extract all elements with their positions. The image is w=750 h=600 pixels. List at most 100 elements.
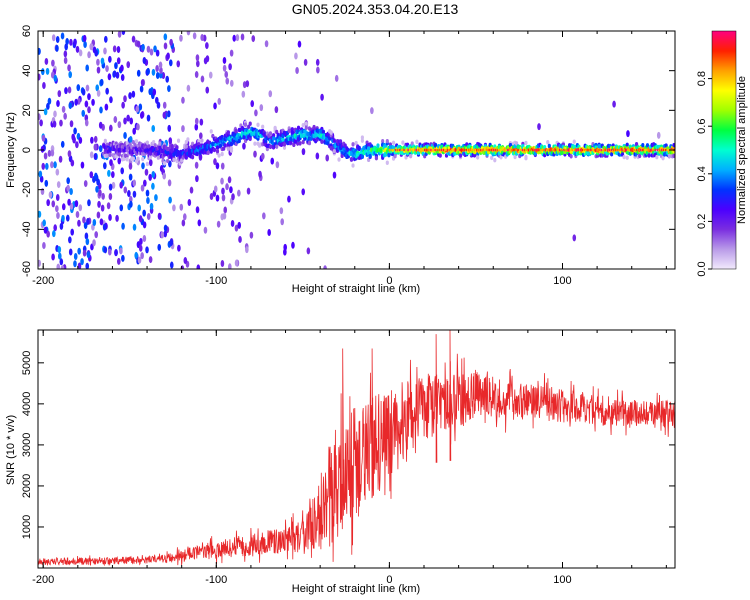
spectrogram-cell: [303, 58, 308, 66]
spectrogram-cell: [268, 144, 273, 150]
spectrogram-cell: [115, 214, 119, 222]
spectrogram-cell: [151, 182, 155, 190]
y-tick-label: 5000: [21, 351, 33, 375]
spectrogram-cell: [158, 141, 162, 146]
spectrogram-cell: [53, 74, 58, 82]
spectrogram-cell: [453, 148, 455, 152]
spectrogram-cell: [151, 124, 156, 132]
spectrogram-cell: [40, 187, 45, 195]
spectrogram-cell: [83, 180, 88, 188]
spectrogram-cell: [565, 148, 567, 152]
spectrogram-cell: [215, 148, 220, 154]
y-tick-label: -20: [21, 182, 33, 198]
colorbar-tick-label: 0.8: [696, 71, 708, 86]
spectrogram-cell: [415, 148, 418, 152]
spectrogram-cell: [139, 111, 144, 119]
spectrogram-cell: [38, 259, 42, 267]
spectrogram-cell: [596, 148, 598, 152]
spectrogram-cell: [409, 153, 413, 159]
spectrogram-cell: [140, 184, 145, 192]
spectrogram-cell: [53, 110, 57, 118]
y-tick-label: 2000: [21, 474, 33, 498]
spectrogram-cell: [179, 203, 184, 211]
spectrogram-cell: [268, 90, 273, 98]
spectrogram-cell: [569, 154, 573, 159]
colorbar-gradient: [711, 30, 737, 270]
spectrogram-cell: [114, 249, 118, 257]
spectrogram-cell: [145, 246, 149, 254]
spectrogram-cell: [116, 45, 121, 53]
spectrogram-cell: [612, 100, 616, 108]
spectrogram-cell: [370, 107, 374, 115]
spectrogram-cell: [646, 148, 648, 152]
spectrogram-cell: [72, 136, 76, 144]
x-tick-label: -200: [32, 574, 54, 586]
spectrogram-cell: [50, 149, 55, 157]
spectrogram-cell: [106, 202, 111, 210]
spectrogram-cell: [169, 154, 173, 159]
spectrogram-cell: [559, 148, 561, 152]
spectrogram-cell: [159, 66, 163, 74]
spectrogram-cell: [237, 138, 241, 144]
spectrogram-cell: [163, 42, 168, 50]
spectrogram-cell: [297, 40, 302, 48]
spectrogram-cell: [74, 98, 78, 106]
spectrogram-cell: [138, 244, 143, 252]
spectrogram-cell: [45, 67, 50, 75]
spectrogram-cell: [43, 108, 48, 116]
spectrogram-cell: [268, 131, 273, 136]
spectrogram-cell: [390, 148, 393, 152]
spectrogram-cell: [67, 64, 71, 72]
spectrogram-cell: [645, 143, 650, 148]
spectrogram-cell: [604, 148, 607, 152]
spectrogram-cell: [55, 194, 60, 202]
spectrogram-cell: [131, 156, 135, 161]
spectrogram-cell: [215, 162, 220, 170]
spectrogram-cell: [94, 49, 99, 57]
spectrogram-cell: [381, 139, 385, 144]
spectrogram-cell: [254, 109, 258, 117]
spectrogram-cell: [129, 117, 134, 125]
spectrogram-cell: [108, 152, 112, 158]
spectrogram-cell: [577, 148, 580, 152]
spectrogram-cell: [349, 156, 354, 162]
spectrogram-cell: [154, 194, 158, 202]
spectrogram-cell: [221, 187, 225, 195]
spectrogram-cell: [213, 158, 217, 166]
spectrogram-cell: [283, 243, 287, 251]
colorbar-ticks: 0.0 0.2 0.4 0.6 0.8: [696, 71, 712, 277]
spectrogram-cell: [41, 162, 46, 170]
spectrogram-cell: [107, 169, 111, 177]
spectrogram-cell: [190, 154, 195, 160]
spectrogram-cell: [137, 256, 142, 264]
spectrogram-cell: [45, 162, 49, 170]
spectrogram-cell: [598, 148, 600, 152]
spectrogram-cell: [467, 148, 470, 152]
spectrogram-cell: [581, 148, 584, 152]
spectrogram-cell: [85, 84, 90, 92]
spectrogram-cell: [55, 168, 60, 176]
y-tick-label: 4000: [21, 392, 33, 416]
spectrogram-cell: [298, 141, 302, 146]
spectrogram-cell: [524, 140, 528, 146]
spectrogram-cell: [120, 64, 124, 72]
spectrogram-cell: [334, 74, 339, 82]
spectrogram-cell: [120, 167, 125, 175]
spectrogram-cell: [223, 206, 228, 214]
spectrogram-cell: [459, 148, 461, 152]
spectrogram-cell: [560, 150, 564, 156]
spectrogram-cell: [64, 87, 68, 95]
spectrogram-cell: [152, 139, 156, 145]
spectrogram-cell: [521, 148, 524, 152]
snr-series-line: [38, 330, 675, 567]
snr-x-ticks: -200 -100 0 100: [32, 330, 667, 586]
spectrogram-cell: [556, 148, 559, 152]
spectrogram-cell: [142, 234, 147, 242]
spectrogram-cell: [229, 141, 234, 147]
spectrogram-cell: [94, 231, 98, 239]
spectrogram-cell: [216, 220, 221, 228]
spectrogram-cell: [280, 218, 285, 226]
spectrogram-cell: [290, 130, 294, 135]
spectrogram-cell: [264, 139, 268, 144]
spectrogram-cell: [53, 161, 57, 169]
